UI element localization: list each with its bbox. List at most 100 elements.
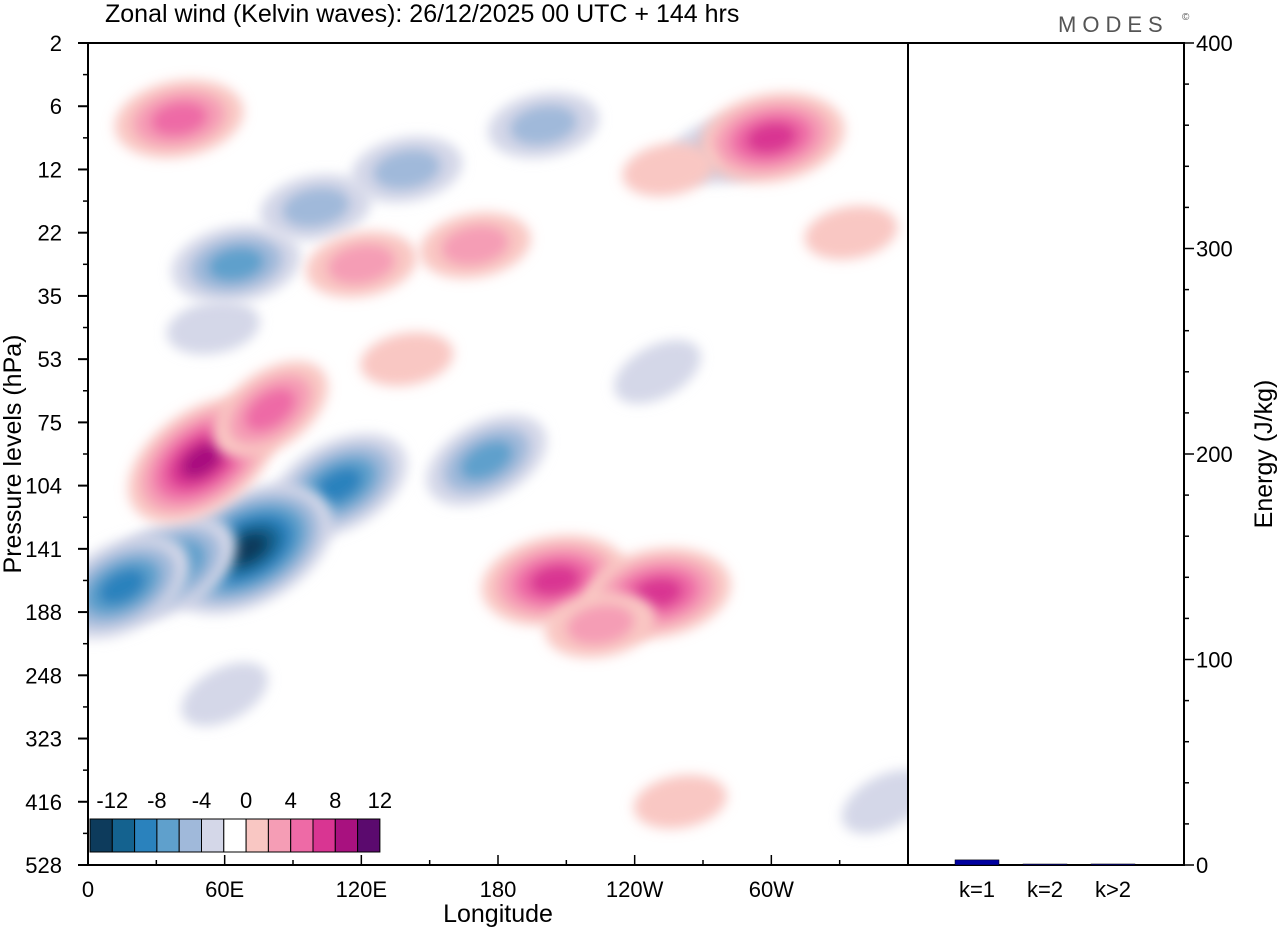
contour-band bbox=[150, 101, 208, 137]
contour-band bbox=[509, 104, 578, 146]
wind-anomaly-pos-4 bbox=[305, 231, 417, 298]
contour-band bbox=[633, 774, 727, 829]
wind-anomaly-pos-8 bbox=[545, 591, 656, 658]
contour-band bbox=[181, 662, 268, 727]
wind-anomaly-neg-5 bbox=[488, 92, 599, 159]
y-tick-label: 35 bbox=[38, 284, 62, 309]
wind-anomaly-neg-2 bbox=[171, 225, 301, 304]
y-tick-label: 75 bbox=[38, 410, 62, 435]
contour-band bbox=[166, 300, 260, 355]
wind-anomaly-pos-10 bbox=[622, 142, 716, 197]
wind-anomaly-neg-11 bbox=[88, 534, 191, 639]
contour-band bbox=[614, 339, 701, 404]
colorbar-swatch bbox=[201, 818, 225, 853]
wind-anomaly-pos-5 bbox=[419, 212, 531, 279]
colorbar-swatch bbox=[89, 818, 113, 853]
longitude-axis: 0 60E 120E 180 120W 60W bbox=[82, 855, 909, 902]
wind-anomaly-pos-13 bbox=[360, 332, 454, 387]
x-tick-label: 60W bbox=[749, 877, 794, 902]
wind-anomaly-pos-12 bbox=[804, 205, 898, 260]
colorbar-label: 4 bbox=[285, 788, 297, 813]
x-tick-label: 60E bbox=[205, 877, 244, 902]
colorbar-label: -8 bbox=[147, 788, 167, 813]
contour-band bbox=[622, 142, 716, 197]
wind-anomaly-neg-7 bbox=[426, 414, 547, 506]
x-axis-label: Longitude bbox=[443, 900, 553, 928]
contour-band bbox=[360, 332, 454, 387]
colorbar-label: -4 bbox=[192, 788, 212, 813]
energy-bar-k=2 bbox=[1022, 863, 1068, 866]
contour-band bbox=[529, 564, 581, 597]
wind-anomaly-pos-9 bbox=[698, 92, 845, 184]
y-tick-label: 22 bbox=[38, 221, 62, 246]
contour-band bbox=[459, 440, 514, 481]
y-tick-label: 416 bbox=[25, 790, 62, 815]
pressure-axis: 2 6 12 22 35 53 75 104 141 188 248 323 416 528 bbox=[25, 31, 88, 878]
chart-title: Zonal wind (Kelvin waves): 26/12/2025 00… bbox=[105, 0, 739, 28]
contour-band bbox=[372, 149, 441, 190]
energy-tick-label: 100 bbox=[1196, 648, 1233, 673]
colorbar-swatch bbox=[290, 818, 314, 853]
energy-tick-label: 0 bbox=[1196, 853, 1208, 878]
colorbar-swatch bbox=[111, 818, 136, 853]
colorbar: -12 -8 -4 0 4 8 12 bbox=[89, 788, 392, 853]
wind-anomaly-neg-3 bbox=[260, 174, 372, 241]
contour-band bbox=[841, 769, 908, 834]
y-axis-label: Pressure levels (hPa) bbox=[0, 335, 27, 574]
x-tick-label: 120E bbox=[336, 877, 387, 902]
colorbar-label: -12 bbox=[96, 788, 128, 813]
energy-axis-label: Energy (J/kg) bbox=[1250, 380, 1278, 529]
wind-anomaly-pos-2 bbox=[212, 361, 328, 459]
y-tick-label: 323 bbox=[25, 727, 62, 752]
contour-band bbox=[314, 467, 363, 504]
colorbar-swatch bbox=[156, 818, 180, 853]
energy-tick-label: 300 bbox=[1196, 237, 1233, 262]
colorbar-swatch bbox=[178, 818, 202, 853]
energy-tick-label: 400 bbox=[1196, 31, 1233, 56]
contour-band bbox=[327, 244, 396, 285]
wind-anomaly-neg-12 bbox=[181, 662, 268, 727]
contour-band bbox=[804, 205, 898, 260]
energy-tick-label: 200 bbox=[1196, 442, 1233, 467]
contour-band bbox=[98, 568, 147, 605]
colorbar-swatch bbox=[334, 818, 359, 853]
x-tick-label: 180 bbox=[480, 877, 517, 902]
x-tick-label: 120W bbox=[606, 877, 664, 902]
contour-band bbox=[244, 388, 296, 432]
wind-anomaly-neg-14 bbox=[841, 769, 908, 834]
energy-category-label: k=1 bbox=[959, 877, 995, 902]
colorbar-label: 12 bbox=[368, 788, 392, 813]
colorbar-swatch bbox=[357, 818, 381, 853]
hovmoller-field bbox=[88, 79, 908, 834]
contour-band bbox=[281, 187, 350, 228]
energy-chart: 0 100 200 300 400 k=1 k=2 k>2 bbox=[954, 31, 1233, 902]
energy-category-label: k=2 bbox=[1027, 877, 1063, 902]
colorbar-swatch bbox=[312, 818, 336, 853]
y-tick-label: 188 bbox=[25, 600, 62, 625]
y-tick-label: 53 bbox=[38, 347, 62, 372]
colorbar-swatch bbox=[245, 818, 269, 853]
modes-logo-mark: © bbox=[1182, 12, 1190, 23]
contour-band bbox=[745, 122, 797, 154]
colorbar-label: 8 bbox=[329, 788, 341, 813]
contour-band bbox=[180, 442, 223, 479]
wind-anomaly-neg-13 bbox=[614, 339, 701, 404]
colorbar-swatch bbox=[267, 818, 292, 853]
y-tick-label: 2 bbox=[50, 31, 62, 56]
x-tick-label: 0 bbox=[82, 877, 94, 902]
energy-plot-frame bbox=[907, 42, 1185, 866]
wind-anomaly-neg-4 bbox=[351, 136, 463, 203]
y-tick-label: 12 bbox=[38, 157, 62, 182]
y-tick-label: 248 bbox=[25, 663, 62, 688]
colorbar-swatch bbox=[223, 818, 247, 853]
contour-band bbox=[207, 246, 265, 282]
y-tick-label: 528 bbox=[25, 853, 62, 878]
colorbar-swatch bbox=[134, 818, 158, 853]
contour-band bbox=[226, 532, 269, 565]
modes-logo: MODES © bbox=[1058, 12, 1190, 37]
contour-band bbox=[441, 225, 510, 266]
y-tick-label: 6 bbox=[50, 94, 62, 119]
energy-bar-k=1 bbox=[954, 859, 1000, 866]
modes-logo-text: MODES bbox=[1058, 12, 1169, 37]
energy-bar-k>2 bbox=[1090, 863, 1136, 866]
